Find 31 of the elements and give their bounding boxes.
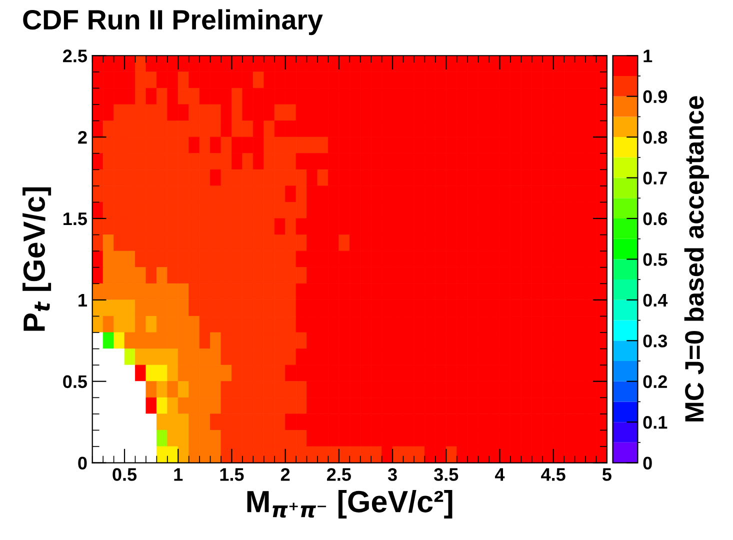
x-tick-label: 5 — [602, 468, 612, 481]
color-bar-label: 1 — [644, 50, 652, 62]
x-tick-label: 1.5 — [220, 468, 244, 481]
color-bar-label: 0.1 — [643, 416, 668, 429]
x-tick-label: 2.5 — [327, 468, 351, 481]
color-bar-label: 0.3 — [643, 334, 668, 348]
y-tick-label: 1.5 — [64, 212, 87, 226]
color-bar-label: 0.5 — [643, 253, 668, 266]
y-tick-label: 2 — [78, 130, 87, 144]
y-axis-title: P$_{t}$ [GeV/c] — [22, 187, 52, 331]
color-bar-label: 0.7 — [643, 172, 667, 184]
y-tick-label: 1 — [78, 294, 87, 306]
x-tick-label: 4 — [494, 468, 505, 481]
x-tick-label: 2 — [280, 468, 290, 481]
color-bar-label: 0 — [643, 456, 652, 470]
x-tick-label: 1 — [174, 468, 183, 481]
color-bar-label: 0.2 — [643, 375, 667, 388]
y-tick-label: 0.5 — [63, 375, 87, 388]
color-bar-label: 0.6 — [643, 212, 668, 226]
x-tick-label: 3 — [388, 468, 397, 481]
color-bar-label: 0.8 — [643, 130, 668, 144]
y-tick-label: 2.5 — [63, 50, 87, 62]
chart-title: CDF Run II Preliminary — [23, 9, 323, 36]
x-tick-label: 0.5 — [112, 468, 137, 481]
x-tick-label: 4.5 — [541, 468, 566, 481]
color-bar-label: 0.9 — [643, 90, 667, 104]
x-axis-title: M$_{π⁺π⁻}$ [GeV/c²] — [247, 490, 452, 519]
y-tick-label: 0 — [78, 456, 87, 470]
color-bar-title: MC J=0 based acceptance — [684, 96, 709, 422]
x-tick-label: 3.5 — [434, 468, 458, 481]
color-bar-label: 0.4 — [643, 294, 668, 307]
